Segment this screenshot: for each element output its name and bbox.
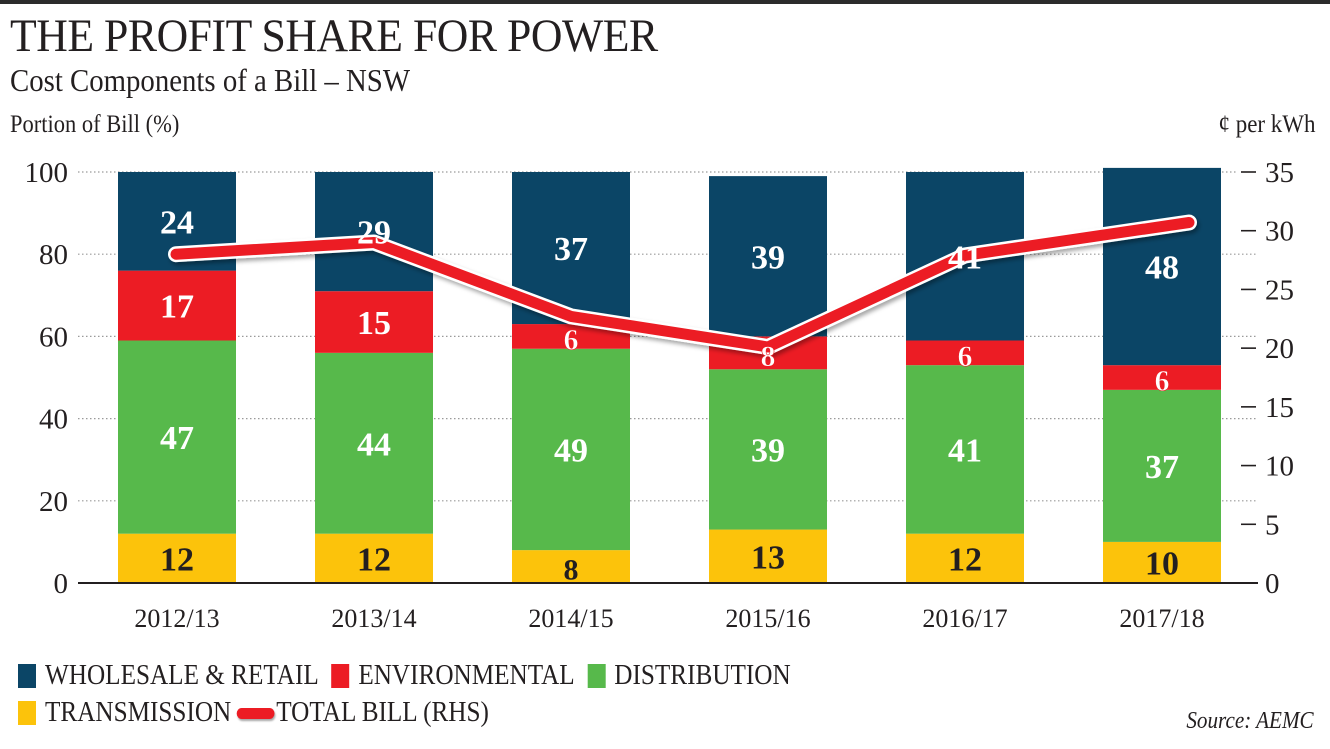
- bar-value-label: 8: [761, 340, 776, 373]
- bar-segment-transmission: [118, 533, 236, 583]
- y-tick-label-left: 80: [39, 239, 68, 271]
- bar-value-label: 41: [948, 239, 982, 276]
- legend-swatch-icon: [18, 701, 36, 725]
- x-tick-label: 2014/15: [528, 604, 613, 633]
- legend-item-wholesale-retail: WHOLESALE & RETAIL: [18, 660, 319, 692]
- legend-swatch-icon: [587, 664, 606, 688]
- legend-item-distribution: DISTRIBUTION: [587, 660, 791, 692]
- bar-value-label: 41: [948, 432, 982, 469]
- bar-value-label: 47: [160, 420, 194, 457]
- bar-segment-distribution: [709, 369, 827, 530]
- y-axis-label-left: Portion of Bill (%): [10, 111, 180, 138]
- y-tick-label-right: 25: [1265, 274, 1294, 306]
- axes: 0 20 40 60 80 100 0 5 10 15 20 25 30 35 2012/13 2013/14…: [25, 157, 1295, 633]
- y-tick-label-left: 100: [25, 157, 69, 189]
- legend-label: TOTAL BILL (RHS): [276, 697, 489, 728]
- bar-segment-wholesale-retail: [315, 172, 433, 292]
- bar-segment-wholesale-retail: [1103, 167, 1221, 366]
- bar-segment-environmental: [906, 340, 1024, 366]
- bar-segment-transmission: [709, 529, 827, 583]
- bar-value-label: 39: [751, 432, 785, 469]
- legend-swatch-icon: [18, 664, 36, 688]
- bar-group: [118, 167, 1221, 583]
- bar-value-label: 29: [357, 215, 391, 252]
- bar-value-label: 37: [1145, 449, 1179, 486]
- legend-item-transmission: TRANSMISSION: [18, 697, 231, 729]
- y-tick-label-right: 15: [1265, 392, 1294, 424]
- legend-swatch-icon: [331, 664, 350, 688]
- bar-value-label: 39: [751, 239, 785, 276]
- top-border: [0, 0, 1330, 4]
- y-tick-label-right: 20: [1265, 333, 1294, 365]
- bar-segment-distribution: [315, 352, 433, 534]
- bar-value-label: 12: [357, 541, 391, 578]
- bar-value-label: 6: [958, 340, 973, 373]
- bar-segment-distribution: [118, 340, 236, 534]
- x-tick-label: 2017/18: [1119, 604, 1204, 633]
- y-tick-label-left: 0: [54, 568, 69, 600]
- total-bill-line-group: [168, 214, 1197, 355]
- chart-title: THE PROFIT SHARE FOR POWER: [10, 10, 658, 62]
- legend-label: DISTRIBUTION: [614, 660, 791, 691]
- bar-segment-transmission: [1103, 541, 1221, 583]
- chart-subtitle: Cost Components of a Bill – NSW: [10, 62, 411, 98]
- y-tick-label-right: 35: [1265, 157, 1294, 189]
- bar-segment-environmental: [315, 291, 433, 353]
- legend-label: ENVIRONMENTAL: [358, 660, 575, 691]
- bar-segment-transmission: [315, 533, 433, 583]
- y-tick-label-right: 30: [1265, 216, 1294, 248]
- y-axis-label-right: ¢ per kWh: [1218, 111, 1316, 138]
- bar-value-label: 17: [160, 289, 194, 326]
- x-tick-label: 2012/13: [134, 604, 219, 633]
- y-tick-label-right: 0: [1265, 568, 1280, 600]
- y-tick-label-left: 60: [39, 321, 68, 353]
- bar-value-label: 44: [357, 426, 391, 463]
- legend-label: TRANSMISSION: [45, 697, 232, 728]
- y-tick-label-left: 40: [39, 404, 68, 436]
- source-note: Source: AEMC: [1186, 708, 1314, 734]
- y-tick-label-left: 20: [39, 486, 68, 518]
- bar-segment-distribution: [512, 348, 630, 551]
- bar-value-label: 12: [160, 541, 194, 578]
- bar-value-label: 13: [751, 539, 785, 576]
- bar-value-label: 48: [1145, 250, 1179, 287]
- bar-label-group: 12 47 17 24 12 44 15 29 8 49 6 37 13 39 8 39 12 41 6 41 10 37…: [160, 204, 1179, 586]
- bar-segment-transmission: [906, 533, 1024, 583]
- bar-value-label: 37: [554, 231, 588, 268]
- total-bill-line: [170, 217, 1195, 353]
- bar-segment-distribution: [1103, 389, 1221, 542]
- x-tick-label: 2013/14: [331, 604, 416, 633]
- bar-value-label: 8: [564, 554, 579, 587]
- x-tick-label: 2016/17: [922, 604, 1007, 633]
- bar-segment-wholesale-retail: [709, 176, 827, 337]
- bar-value-label: 49: [554, 432, 588, 469]
- legend-label: WHOLESALE & RETAIL: [45, 660, 319, 691]
- bar-value-label: 12: [948, 541, 982, 578]
- legend-row-1: WHOLESALE & RETAIL ENVIRONMENTAL DISTRIB…: [18, 660, 803, 692]
- bar-value-label: 24: [160, 204, 194, 241]
- bar-segment-distribution: [906, 365, 1024, 534]
- legend-line-icon: [236, 707, 275, 719]
- y-tick-label-right: 5: [1265, 509, 1280, 541]
- bar-value-label: 6: [564, 323, 579, 356]
- bar-segment-transmission: [512, 550, 630, 583]
- bar-segment-environmental: [118, 270, 236, 341]
- bar-segment-environmental: [1103, 365, 1221, 390]
- legend-item-total-bill: TOTAL BILL (RHS): [236, 697, 489, 729]
- legend-row-2: TRANSMISSION TOTAL BILL (RHS): [18, 697, 501, 729]
- x-tick-label: 2015/16: [725, 604, 810, 633]
- bar-value-label: 15: [357, 305, 391, 342]
- y-tick-label-right: 10: [1265, 451, 1294, 483]
- bar-value-label: 6: [1155, 365, 1170, 398]
- bar-value-label: 10: [1145, 545, 1179, 582]
- legend-item-environmental: ENVIRONMENTAL: [331, 660, 575, 692]
